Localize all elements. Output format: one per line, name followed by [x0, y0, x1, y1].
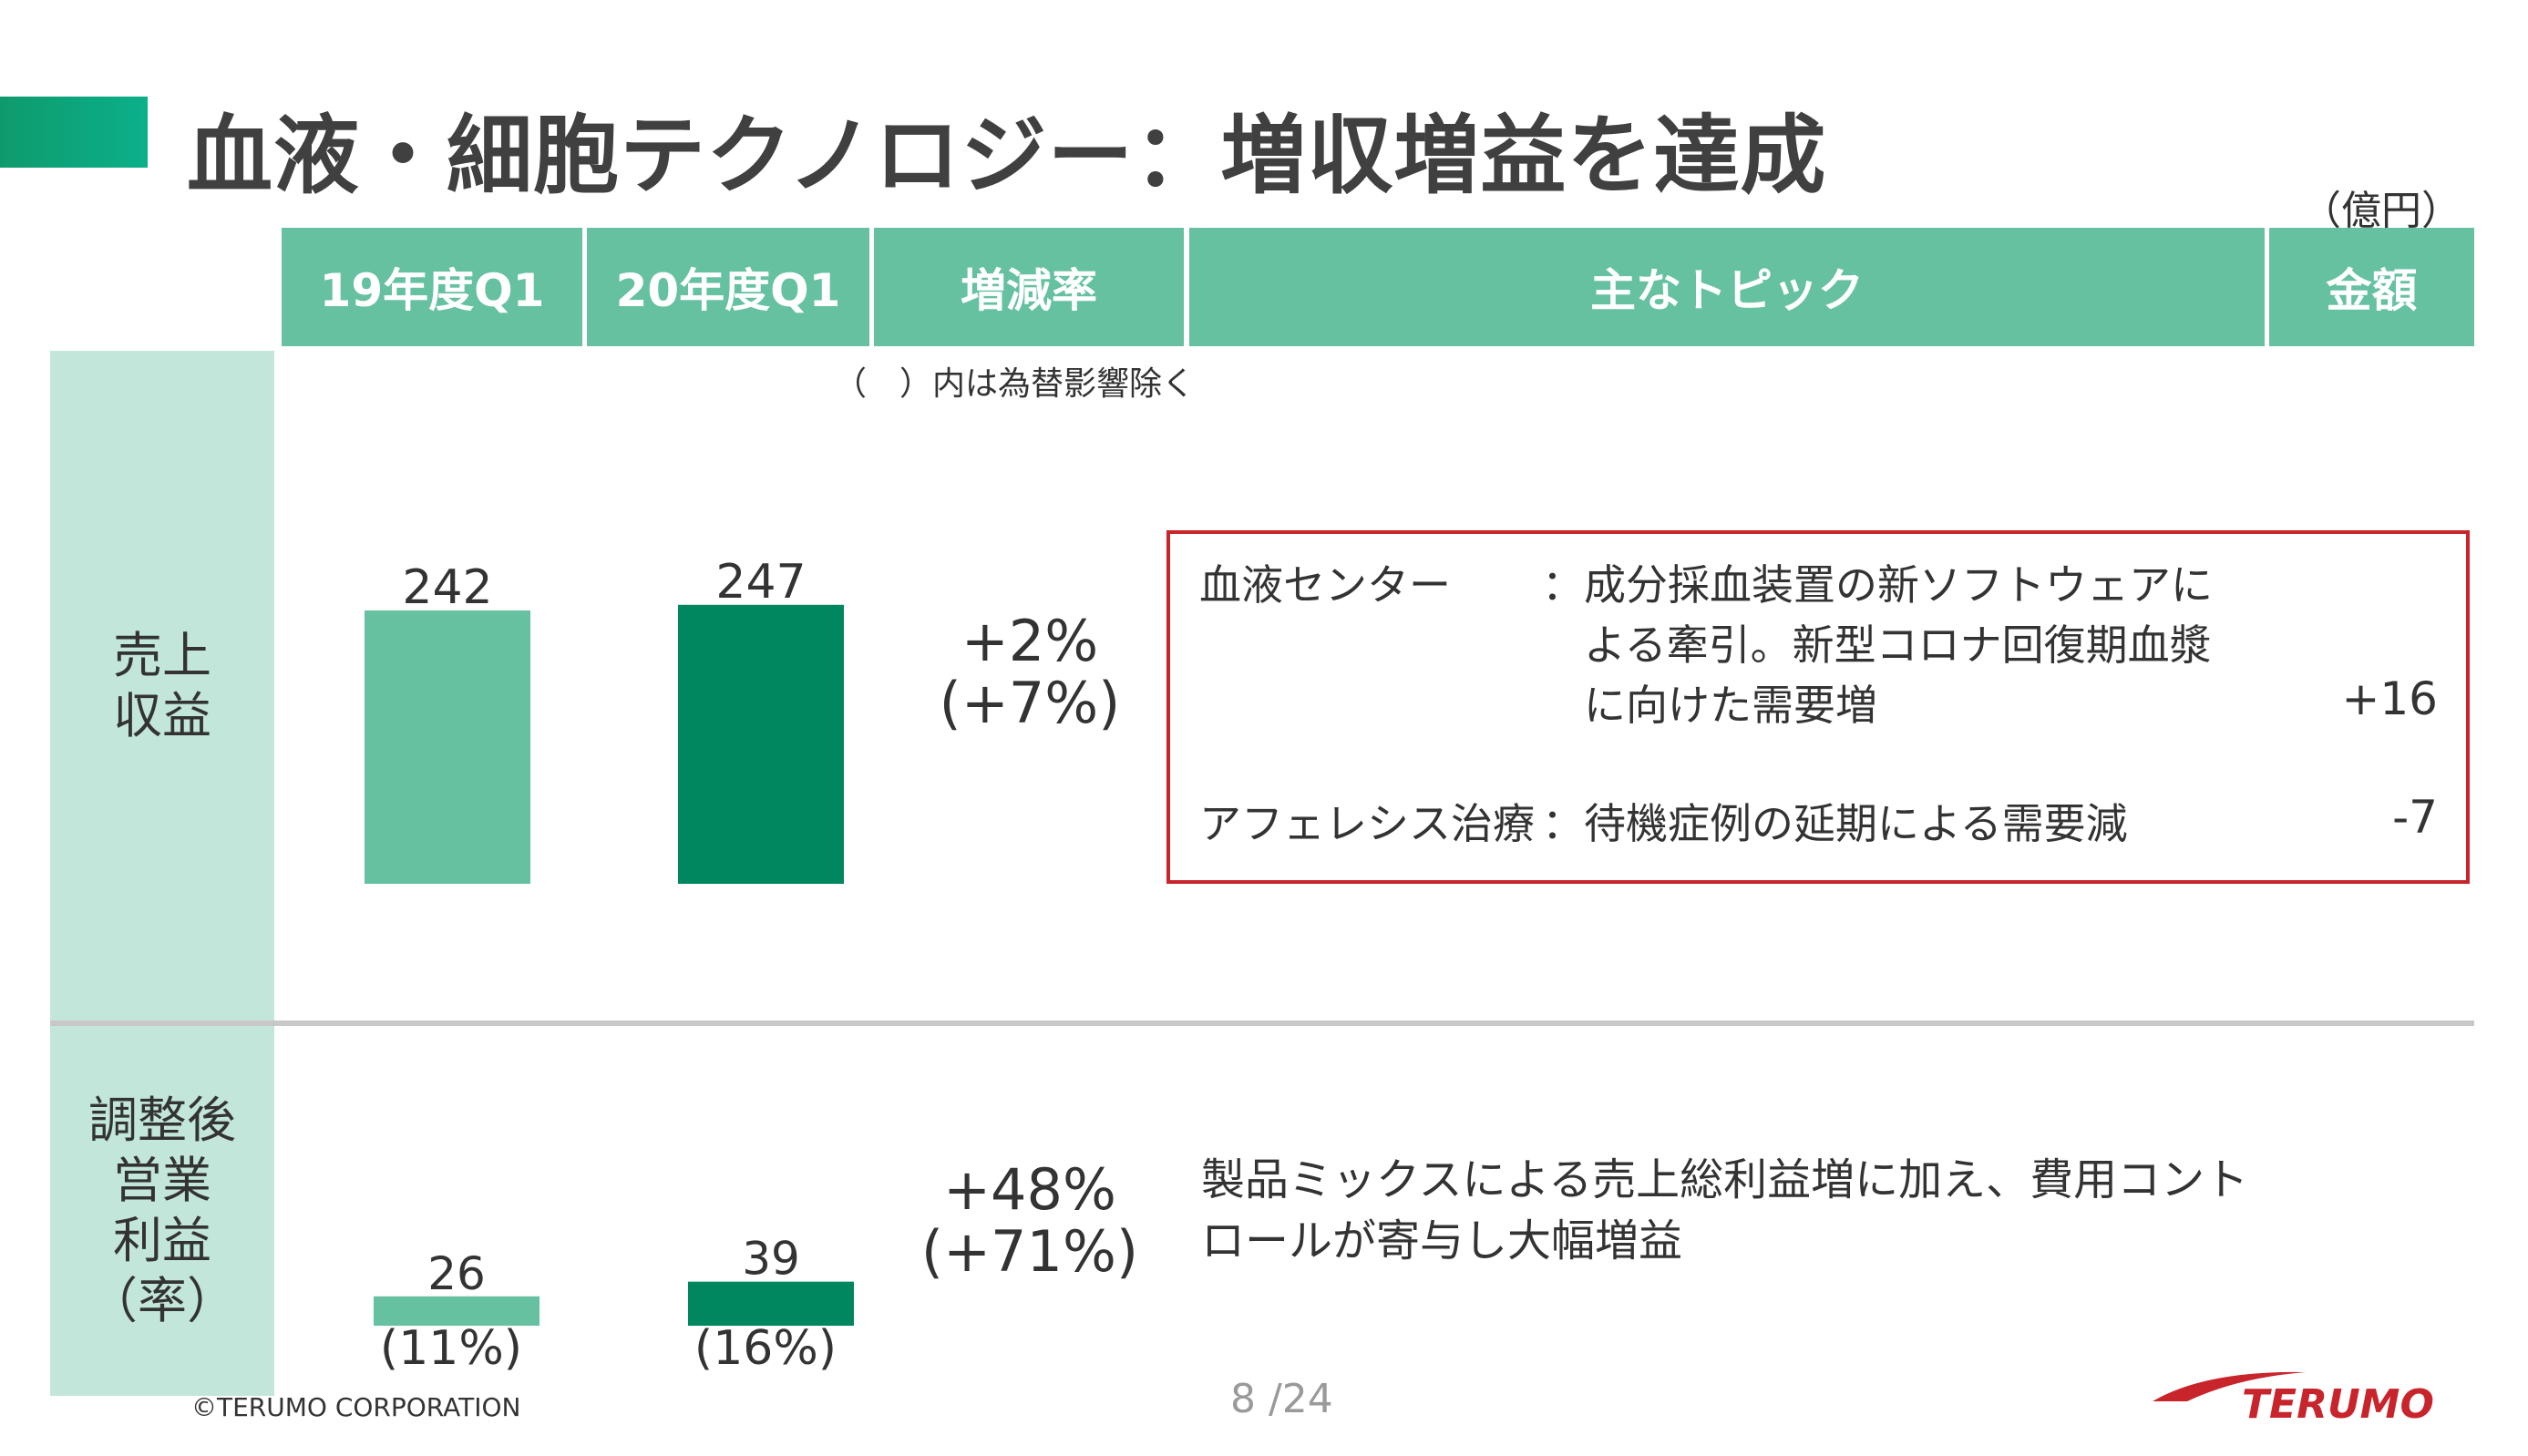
copyright: ©TERUMO CORPORATION: [191, 1392, 521, 1422]
revenue-label-line2: 収益: [113, 686, 211, 744]
op-growth-rate: +48%: [943, 1156, 1116, 1223]
topic-2-colon: ：: [1542, 799, 1584, 848]
revenue-label-line1: 売上: [113, 626, 211, 684]
page-title: 血液・細胞テクノロジー：増収増益を達成: [187, 107, 1827, 206]
op-income-comment: 製品ミックスによる売上総利益増に加え、費用コント ロールが寄与し大幅増益: [1201, 1150, 2386, 1272]
topic-2-name: アフェレシス治療: [1199, 799, 1535, 848]
operating-income-bar-chart: 26 39: [374, 1233, 854, 1326]
topic-1-name: 血液センター: [1199, 560, 1451, 610]
logo-text: TERUMO: [2242, 1381, 2434, 1427]
terumo-logo: TERUMO: [2151, 1363, 2474, 1430]
op-label-line2: 営業: [113, 1152, 211, 1210]
bar-label-revenue-0: 242: [402, 560, 492, 615]
op-growth-rate-fx: (+71%): [920, 1218, 1139, 1286]
header-amount: 金額: [2269, 228, 2474, 346]
header-fy19q1: 19年度Q1: [282, 228, 582, 346]
op-label-line3: 利益: [113, 1212, 211, 1269]
revenue-growth-rate-fx: (+7%): [939, 670, 1121, 737]
fx-note: （ ）内は為替影響除く: [834, 365, 1196, 403]
topic-1-line2: よる牽引。新型コロナ回復期血漿: [1584, 620, 2212, 670]
page-number: 8 /24: [1230, 1376, 1333, 1422]
revenue-bar-chart: 242 247: [365, 555, 844, 884]
topic-1-line1: 成分採血装置の新ソフトウェアに: [1584, 560, 2213, 610]
topic-1-colon: ：: [1542, 560, 1584, 610]
topic-2-amount: -7: [2392, 791, 2438, 844]
op-comment-line2: ロールが寄与し大幅増益: [1201, 1215, 1683, 1267]
bar-revenue-1: [678, 604, 844, 884]
header-growth-rate: 増減率: [874, 228, 1184, 346]
op-income-growth: +48% (+71%): [889, 1156, 1171, 1286]
revenue-growth: +2% (+7%): [893, 610, 1166, 734]
bar-label-op-1: 39: [742, 1233, 800, 1286]
header-fy20q1: 20年度Q1: [587, 228, 869, 346]
bar-revenue-0: [365, 610, 530, 884]
margin-fy20: (16%): [694, 1321, 838, 1376]
revenue-growth-rate: +2%: [961, 608, 1099, 674]
unit-label: （億円）: [2301, 188, 2461, 234]
row-divider: [50, 1020, 2474, 1026]
topic-1-line3: に向けた需要増: [1584, 681, 1877, 730]
title-accent-bar: [0, 97, 148, 168]
margin-fy19: (11%): [379, 1321, 523, 1376]
bar-label-revenue-1: 247: [715, 555, 806, 610]
bar-op-1: [688, 1281, 854, 1326]
row-label-operating-income: 調整後 営業 利益 （率）: [50, 1026, 274, 1396]
header-main-topics: 主なトピック: [1189, 228, 2265, 346]
topic-1-amount: +16: [2341, 672, 2438, 725]
op-label-line4: （率）: [88, 1271, 236, 1329]
bar-op-0: [374, 1296, 540, 1326]
op-label-line1: 調整後: [88, 1092, 236, 1150]
topics-box: [1166, 530, 2470, 884]
row-label-revenue: 売上 収益: [50, 351, 274, 1020]
op-comment-line1: 製品ミックスによる売上総利益増に加え、費用コント: [1201, 1154, 2249, 1205]
topic-2-line1: 待機症例の延期による需要減: [1584, 799, 2128, 848]
bar-label-op-0: 26: [427, 1247, 486, 1300]
